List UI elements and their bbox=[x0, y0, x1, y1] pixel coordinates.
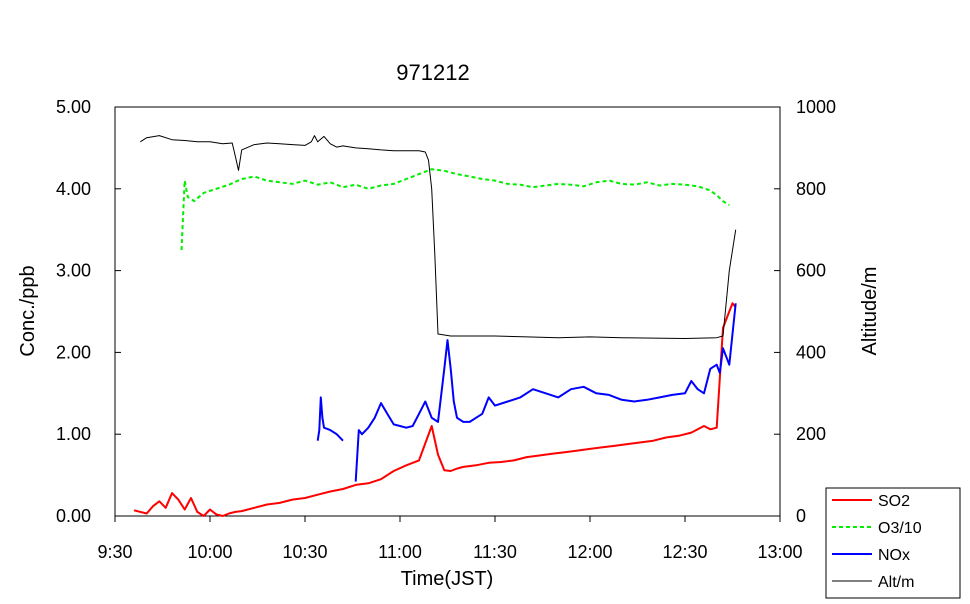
y-left-tick-label: 3.00 bbox=[56, 261, 91, 281]
series-line-o3-10 bbox=[180, 168, 730, 251]
y-axis-right-label: Altitude/m bbox=[859, 267, 881, 356]
y-left-tick-label: 4.00 bbox=[56, 179, 91, 199]
series-layer bbox=[133, 135, 737, 517]
series-line-alt-m bbox=[140, 135, 737, 339]
y-axis-left: 0.00 1.00 2.00 3.00 4.00 5.00 bbox=[56, 97, 121, 526]
y-axis-left-label: Conc./ppb bbox=[17, 265, 39, 356]
y-left-tick-label: 1.00 bbox=[56, 424, 91, 444]
y-right-tick-label: 0 bbox=[796, 506, 806, 526]
y-right-tick-label: 800 bbox=[796, 179, 826, 199]
y-left-tick-label: 2.00 bbox=[56, 342, 91, 362]
y-axis-right: 0 200 400 600 800 1000 bbox=[774, 97, 836, 526]
x-tick-label: 11:00 bbox=[378, 542, 422, 562]
plot-area-border bbox=[114, 106, 781, 517]
x-tick-label: 11:30 bbox=[473, 542, 517, 562]
legend-label-alt-m: Alt/m bbox=[878, 574, 914, 591]
x-tick-label: 10:00 bbox=[187, 542, 232, 562]
legend-label-nox: NOx bbox=[878, 547, 910, 564]
chart-title: 971212 bbox=[396, 60, 469, 85]
x-tick-label: 13:00 bbox=[757, 542, 802, 562]
series-line-so2 bbox=[133, 302, 737, 517]
y-right-tick-label: 1000 bbox=[796, 97, 836, 117]
legend-label-o3-10: O3/10 bbox=[878, 520, 922, 537]
legend: SO2 O3/10 NOx Alt/m bbox=[825, 487, 961, 599]
x-tick-label: 12:00 bbox=[567, 542, 612, 562]
legend-label-so2: SO2 bbox=[878, 493, 910, 510]
x-axis-label: Time(JST) bbox=[401, 568, 494, 590]
y-left-tick-label: 0.00 bbox=[56, 506, 91, 526]
legend-box bbox=[825, 487, 961, 599]
series-line-nox bbox=[316, 396, 344, 442]
series-line-nox bbox=[354, 303, 737, 482]
y-left-tick-label: 5.00 bbox=[56, 97, 91, 117]
x-axis: 9:30 10:00 10:30 11:00 11:30 12:00 12:30 13:00 bbox=[97, 516, 803, 562]
x-tick-label: 10:30 bbox=[282, 542, 327, 562]
x-tick-label: 12:30 bbox=[662, 542, 707, 562]
y-right-tick-label: 200 bbox=[796, 424, 826, 444]
y-right-tick-label: 600 bbox=[796, 261, 826, 281]
y-right-tick-label: 400 bbox=[796, 342, 826, 362]
x-tick-label: 9:30 bbox=[97, 542, 132, 562]
